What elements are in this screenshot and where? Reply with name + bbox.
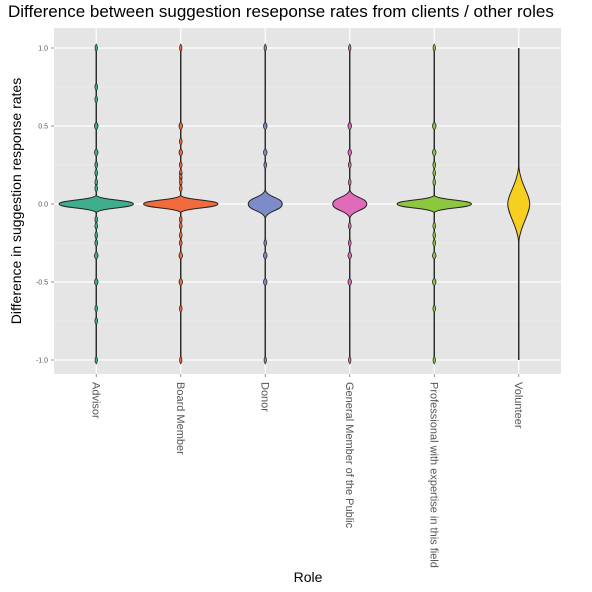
violin-density-bulge	[348, 221, 352, 231]
violin-density-bulge	[94, 238, 98, 248]
violin-density-bulge	[94, 121, 99, 131]
violin-donor	[247, 43, 283, 365]
violin-density-bulge	[94, 355, 98, 365]
violin-general-member-of-the-public	[332, 43, 368, 365]
violin-density-bulge	[432, 160, 436, 170]
y-axis-title: Difference in suggestion response rates	[8, 78, 24, 324]
violin-density-bulge	[263, 250, 268, 261]
violin-professional-with-expertise-in-this-field	[396, 43, 472, 365]
violin-density-bulge	[347, 250, 352, 261]
plot-background	[54, 28, 561, 374]
x-tick-label: Advisor	[89, 382, 101, 419]
violin-body	[396, 193, 472, 215]
violin-density-bulge	[94, 147, 99, 158]
x-tick-label: Donor	[258, 382, 270, 412]
violin-density-bulge	[432, 230, 436, 240]
x-axis-title: Role	[294, 569, 323, 585]
violin-density-bulge	[432, 177, 436, 187]
violin-density-bulge	[179, 303, 183, 314]
violin-density-bulge	[179, 43, 183, 53]
violin-density-bulge	[432, 168, 436, 178]
violin-density-bulge	[263, 43, 267, 53]
violin-density-bulge	[263, 147, 268, 158]
violins-layer	[58, 43, 531, 365]
violin-density-bulge	[179, 230, 183, 240]
violin-density-bulge	[263, 160, 267, 170]
violin-density-bulge	[94, 168, 98, 178]
x-tick-label: General Member of the Public	[343, 382, 355, 529]
violin-density-bulge	[432, 43, 436, 53]
violin-density-bulge	[179, 160, 183, 170]
violin-density-bulge	[179, 238, 183, 248]
violin-density-bulge	[94, 250, 99, 261]
y-tick-label: 0.5	[38, 124, 48, 131]
violin-density-bulge	[179, 221, 183, 231]
x-tick-label: Board Member	[174, 382, 186, 455]
y-tick-labels: -1.0 -0.5 0.0 0.5 1.0	[36, 46, 54, 365]
violin-density-bulge	[94, 230, 98, 240]
y-tick-label: -0.5	[36, 280, 48, 287]
violin-density-bulge	[94, 303, 98, 314]
violin-body	[143, 193, 219, 215]
violin-density-bulge	[179, 136, 183, 147]
violin-density-bulge	[348, 43, 352, 53]
violin-density-bulge	[178, 147, 183, 158]
violin-density-bulge	[347, 147, 352, 158]
chart-title: Difference between suggestion reseponse …	[8, 2, 554, 21]
violin-density-bulge	[263, 121, 268, 131]
violin-density-bulge	[347, 121, 352, 131]
y-tick-label: -1.0	[36, 358, 48, 365]
violin-density-bulge	[94, 160, 98, 170]
violin-body	[58, 193, 134, 215]
violin-density-bulge	[432, 250, 437, 261]
violin-density-bulge	[179, 355, 183, 365]
violin-density-bulge	[263, 238, 267, 248]
violin-density-bulge	[94, 183, 98, 194]
violin-density-bulge	[432, 277, 437, 287]
violin-density-bulge	[178, 277, 183, 287]
violin-board-member	[143, 43, 219, 365]
violin-volunteer	[507, 48, 531, 360]
violin-density-bulge	[94, 277, 99, 287]
x-tick-label: Volunteer	[512, 382, 524, 429]
violin-density-bulge	[178, 250, 183, 261]
violin-density-bulge	[263, 355, 267, 365]
violin-advisor	[58, 43, 134, 365]
y-tick-label: 0.0	[38, 202, 48, 209]
violin-body	[507, 165, 531, 243]
violin-body	[247, 187, 283, 221]
violin-density-bulge	[179, 183, 183, 194]
x-tick-label: Professional with expertise in this fiel…	[427, 382, 439, 568]
y-tick-label: 1.0	[38, 46, 48, 53]
violin-density-bulge	[348, 177, 352, 187]
x-tick-labels: Advisor Board Member Donor General Member o…	[89, 374, 524, 568]
violin-density-bulge	[348, 238, 352, 248]
violin-density-bulge	[178, 121, 183, 131]
violin-density-bulge	[347, 277, 352, 287]
violin-density-bulge	[348, 355, 352, 365]
violin-density-bulge	[432, 303, 436, 314]
violin-density-bulge	[348, 160, 352, 170]
violin-density-bulge	[94, 43, 98, 53]
violin-density-bulge	[432, 238, 436, 248]
violin-density-bulge	[94, 221, 98, 231]
violin-density-bulge	[94, 94, 98, 105]
violin-density-bulge	[432, 147, 437, 158]
violin-density-bulge	[432, 355, 436, 365]
violin-density-bulge	[263, 277, 268, 287]
violin-density-bulge	[94, 82, 98, 92]
violin-body	[332, 187, 368, 221]
violin-density-bulge	[94, 316, 98, 326]
violin-density-bulge	[432, 121, 437, 131]
violin-density-bulge	[432, 221, 436, 231]
